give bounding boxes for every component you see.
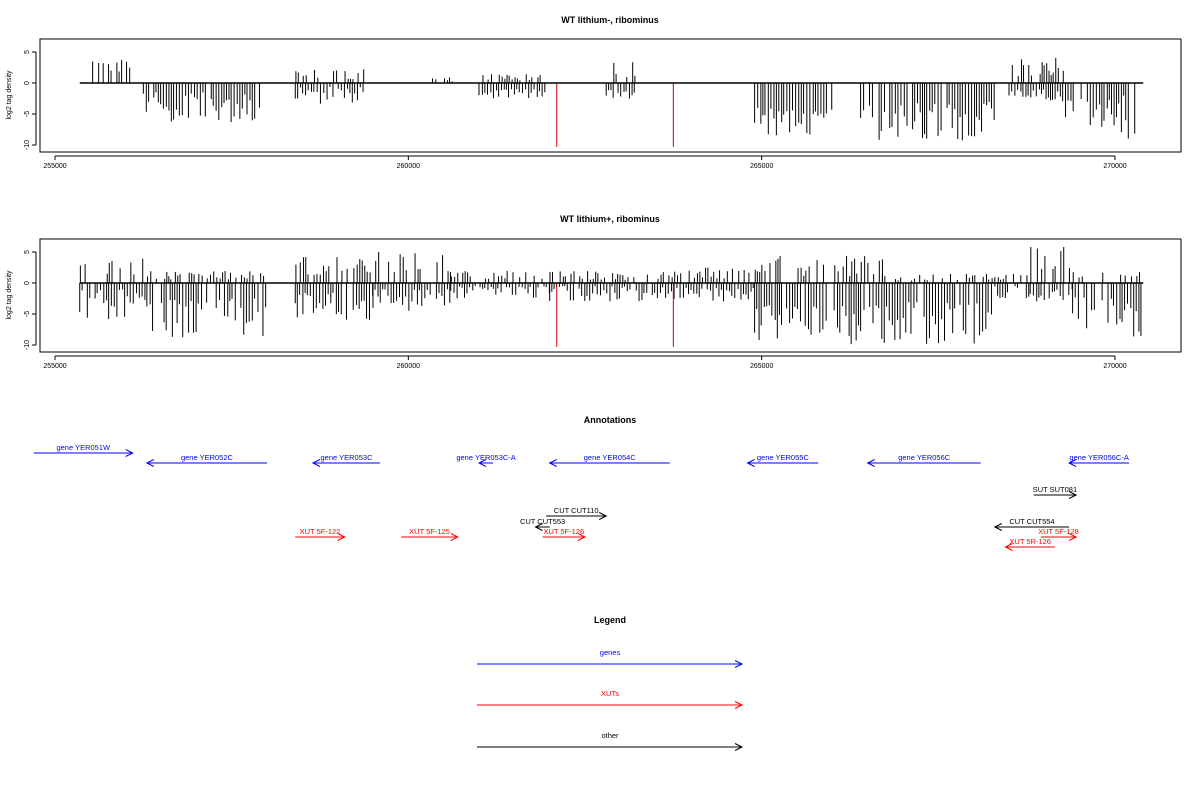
y-tick-label: 0: [24, 81, 31, 85]
feature-arrow-head: [1004, 543, 1013, 551]
highlight-spikes: [556, 283, 674, 347]
coverage-panel-lithium-minus: WT lithium-, ribominus log2 tag density …: [6, 15, 1182, 170]
annotation-feature: gene YER055C: [746, 453, 819, 467]
plot-frame: [39, 38, 1182, 153]
x-tick-label: 265000: [750, 363, 773, 370]
annotation-feature: gene YER052C: [145, 453, 267, 467]
x-tick-label: 270000: [1103, 163, 1126, 170]
x-axis: 255000 260000 265000 270000: [43, 355, 1127, 370]
annotation-feature: XUT 5F-126: [542, 527, 587, 541]
feature-arrow-head: [598, 512, 608, 520]
legend-item: XUTs: [477, 689, 744, 709]
feature-label: CUT CUT554: [1009, 517, 1054, 526]
feature-arrow-head: [746, 459, 755, 467]
x-tick-label: 260000: [397, 163, 420, 170]
annotation-feature: CUT CUT553: [520, 517, 565, 531]
x-tick-label: 260000: [397, 363, 420, 370]
feature-label: gene YER051W: [56, 443, 111, 452]
feature-label: CUT CUT110: [554, 506, 599, 515]
feature-arrow-head: [548, 459, 557, 467]
feature-label: gene YER053C-A: [456, 453, 515, 462]
feature-arrows: gene YER051W gene YER052C gene YER053C gene…: [33, 443, 1130, 551]
feature-label: gene YER056C: [898, 453, 951, 462]
annotation-feature: gene YER056C: [866, 453, 981, 467]
y-tick-label: -10: [24, 340, 31, 350]
feature-label: XUT 5F-128: [1038, 527, 1079, 536]
feature-label: gene YER053C: [321, 453, 374, 462]
feature-label: gene YER055C: [757, 453, 810, 462]
feature-arrow-head: [534, 523, 543, 531]
feature-arrow-head: [1068, 533, 1078, 541]
x-tick-label: 270000: [1103, 363, 1126, 370]
legend-title: Legend: [594, 615, 626, 625]
y-tick-label: 5: [24, 50, 31, 54]
highlight-spikes: [556, 83, 674, 147]
y-tick-label: -5: [24, 111, 31, 117]
annotation-feature: gene YER054C: [548, 453, 670, 467]
feature-arrow-head: [477, 459, 487, 467]
feature-label: XUT 5F-122: [300, 527, 341, 536]
feature-arrow-head: [145, 459, 155, 467]
feature-arrow-head: [1067, 459, 1077, 467]
annotation-feature: SUT SUT081: [1033, 485, 1078, 499]
coverage-bars: [79, 246, 1142, 345]
feature-label: SUT SUT081: [1033, 485, 1077, 494]
legend-label: XUTs: [601, 689, 619, 698]
y-axis-label: log2 tag density: [6, 70, 13, 120]
annotations-title: Annotations: [584, 415, 637, 425]
feature-label: XUT 5F-125: [409, 527, 450, 536]
legend-arrow-head: [734, 743, 744, 751]
y-tick-label: -10: [24, 140, 31, 150]
y-tick-label: 5: [24, 250, 31, 254]
x-tick-label: 255000: [43, 363, 66, 370]
annotation-feature: gene YER051W: [33, 443, 134, 457]
y-tick-label: -5: [24, 311, 31, 317]
plot-frame: [39, 238, 1182, 353]
annotation-feature: XUT 5F-125: [401, 527, 459, 541]
feature-label: gene YER054C: [584, 453, 637, 462]
y-axis-label: log2 tag density: [6, 270, 13, 320]
annotation-feature: XUT 5F-128: [1038, 527, 1079, 541]
y-axis: 5 0 -5 -10: [24, 50, 37, 150]
feature-arrow-head: [993, 523, 1003, 531]
x-tick-label: 255000: [43, 163, 66, 170]
panel-title: WT lithium-, ribominus: [561, 15, 659, 25]
feature-label: XUT 5F-126: [543, 527, 584, 536]
x-axis: 255000 260000 265000 270000: [43, 155, 1127, 170]
feature-arrow-head: [337, 533, 346, 541]
feature-arrow-head: [577, 533, 587, 541]
feature-label: gene YER056C-A: [1069, 453, 1128, 462]
y-tick-label: 0: [24, 281, 31, 285]
feature-label: XUT 5R-126: [1009, 537, 1051, 546]
feature-label: gene YER052C: [181, 453, 234, 462]
annotation-feature: gene YER056C-A: [1067, 453, 1130, 467]
feature-arrow-head: [125, 449, 134, 457]
legend: Legend genes XUTs other: [477, 615, 744, 751]
feature-arrow-head: [1068, 491, 1078, 499]
y-axis: 5 0 -5 -10: [24, 250, 37, 350]
annotation-feature: XUT 5F-122: [295, 527, 346, 541]
coverage-panel-lithium-plus: WT lithium+, ribominus log2 tag density …: [6, 214, 1182, 370]
legend-item: other: [477, 731, 744, 751]
feature-arrow-head: [311, 459, 321, 467]
legend-label: genes: [600, 648, 621, 657]
feature-label: CUT CUT553: [520, 517, 565, 526]
x-tick-label: 265000: [750, 163, 773, 170]
legend-label: other: [601, 731, 619, 740]
legend-arrow-head: [734, 660, 744, 668]
annotation-feature: CUT CUT554: [993, 517, 1070, 531]
annotation-feature: XUT 5R-126: [1004, 537, 1055, 551]
coverage-bars: [92, 57, 1136, 141]
legend-arrow-head: [734, 701, 744, 709]
annotation-feature: gene YER053C-A: [456, 453, 516, 467]
feature-arrow-head: [866, 459, 875, 467]
legend-item: genes: [477, 648, 744, 668]
panel-title: WT lithium+, ribominus: [560, 214, 660, 224]
legend-items: genes XUTs other: [477, 648, 744, 751]
feature-arrow-head: [450, 533, 459, 541]
annotation-feature: CUT CUT110: [546, 506, 608, 520]
annotation-feature: gene YER053C: [311, 453, 381, 467]
